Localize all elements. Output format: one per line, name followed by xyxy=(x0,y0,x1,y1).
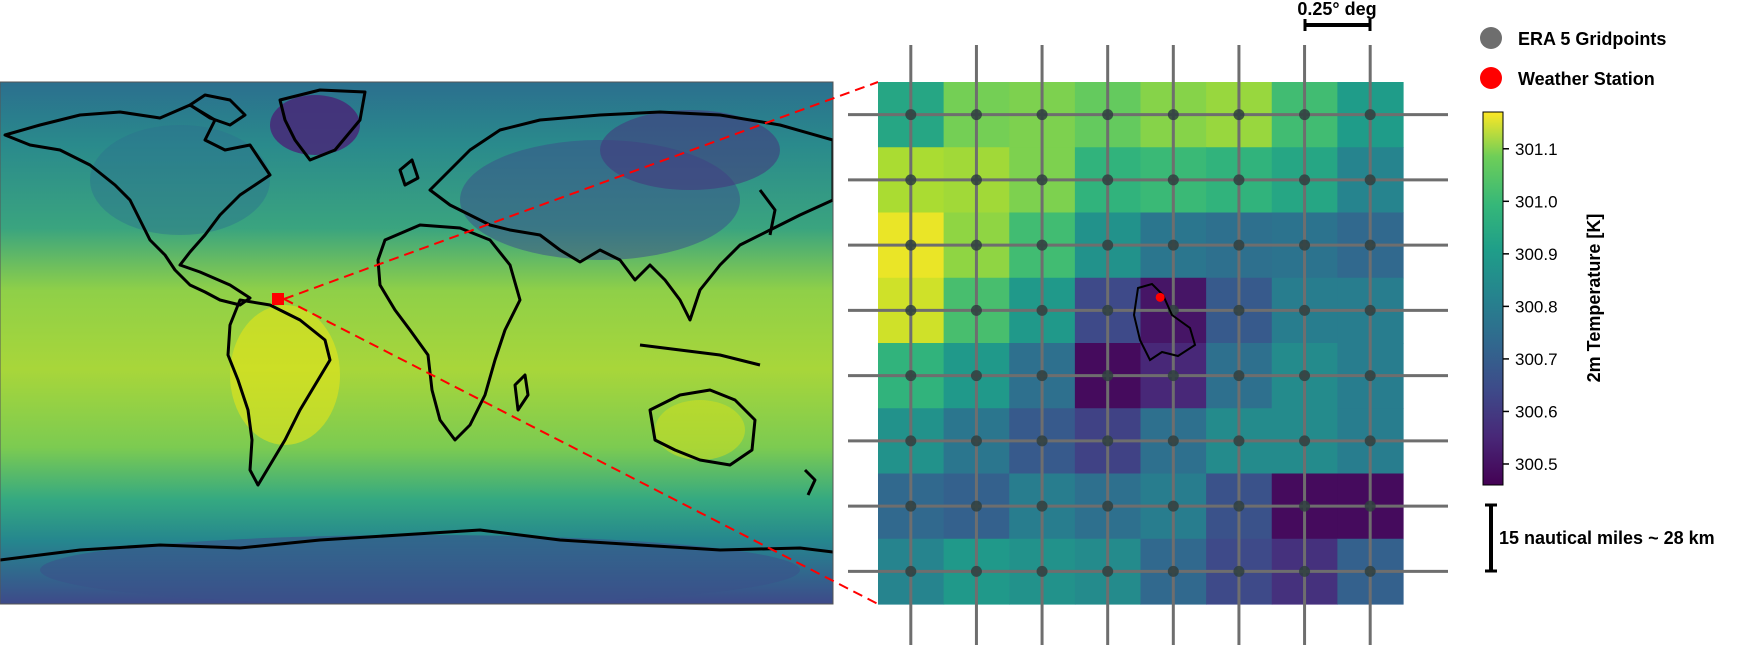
era5-gridpoint xyxy=(1364,174,1376,186)
era5-gridpoint xyxy=(1299,565,1311,577)
zoom-connector-top xyxy=(283,81,879,300)
era5-gridpoint xyxy=(1036,239,1048,251)
era5-gridpoint xyxy=(1102,239,1114,251)
legend-gridpoint-label: ERA 5 Gridpoints xyxy=(1518,29,1666,49)
colorbar-label: 2m Temperature [K] xyxy=(1584,214,1604,383)
era5-gridpoint xyxy=(1364,304,1376,316)
era5-gridpoint xyxy=(1036,304,1048,316)
australia-warm xyxy=(655,400,745,460)
era5-gridpoint xyxy=(1167,109,1179,121)
world-map xyxy=(0,82,833,604)
era5-gridpoint xyxy=(970,109,982,121)
colorbar-gradient xyxy=(1482,111,1504,486)
legend-station-marker xyxy=(1480,67,1502,89)
era5-gridpoint xyxy=(1233,174,1245,186)
era5-gridpoint xyxy=(1299,304,1311,316)
era5-gridpoint xyxy=(1299,109,1311,121)
era5-gridpoint xyxy=(1233,370,1245,382)
antarctica-cold xyxy=(40,535,800,604)
era5-gridpoint xyxy=(905,239,917,251)
era5-gridpoint xyxy=(1233,565,1245,577)
era5-gridpoint xyxy=(905,565,917,577)
greenland-cold xyxy=(270,95,360,155)
colorbar-tick-label: 300.7 xyxy=(1515,350,1558,369)
colorbar-ticks: 301.1 301.0 300.9 300.8 300.7 300.6 300.5 xyxy=(1503,140,1558,474)
era5-gridpoint xyxy=(1233,435,1245,447)
colorbar-tick-label: 301.1 xyxy=(1515,140,1558,159)
era5-gridpoint xyxy=(1167,370,1179,382)
coastlines xyxy=(0,88,833,562)
legend-gridpoint-marker xyxy=(1480,27,1502,49)
era5-gridpoint xyxy=(1299,174,1311,186)
era5-gridpoint xyxy=(1167,239,1179,251)
colorbar-tick-label: 300.8 xyxy=(1515,297,1558,316)
north-america-cool xyxy=(90,125,270,235)
era5-gridpoint xyxy=(1036,370,1048,382)
world-map-frame xyxy=(0,81,834,605)
era5-gridpoint xyxy=(1233,500,1245,512)
era5-gridpoint xyxy=(905,370,917,382)
degree-scale-label: 0.25° deg xyxy=(1297,0,1376,19)
era5-gridpoint xyxy=(1102,435,1114,447)
era5-gridpoint xyxy=(1364,370,1376,382)
degree-scale-bar: 0.25° deg xyxy=(1297,0,1377,31)
era5-gridpoint xyxy=(1102,500,1114,512)
era5-gridpoint xyxy=(1364,435,1376,447)
era5-gridpoint xyxy=(970,565,982,577)
era5-gridpoint xyxy=(970,239,982,251)
era5-gridpoint xyxy=(1036,435,1048,447)
era5-gridpoint xyxy=(1036,565,1048,577)
distance-scale-bar: 15 nautical miles ~ 28 km xyxy=(1485,503,1715,573)
era5-gridpoint xyxy=(1102,109,1114,121)
era5-gridpoint xyxy=(1036,174,1048,186)
era5-gridpoint xyxy=(905,174,917,186)
era5-gridpoint xyxy=(1299,239,1311,251)
era5-gridpoint xyxy=(1299,435,1311,447)
era5-gridpoint xyxy=(970,500,982,512)
era5-gridpoint xyxy=(1233,239,1245,251)
era5-gridpoint xyxy=(1036,500,1048,512)
era5-gridpoint xyxy=(905,435,917,447)
era5-gridpoint xyxy=(1167,435,1179,447)
era5-gridpoints xyxy=(905,109,1376,577)
colorbar-tick-label: 300.9 xyxy=(1515,245,1558,264)
era5-gridpoint xyxy=(1233,109,1245,121)
south-america-warm xyxy=(230,305,340,445)
colorbar-tick-label: 300.6 xyxy=(1515,402,1558,421)
era5-gridpoint xyxy=(905,304,917,316)
era5-gridpoint xyxy=(1167,500,1179,512)
era5-gridpoint xyxy=(1167,565,1179,577)
era5-gridpoint xyxy=(970,370,982,382)
era5-gridpoint xyxy=(905,500,917,512)
colorbar-tick-label: 300.5 xyxy=(1515,455,1558,474)
weather-station-point xyxy=(1155,292,1165,302)
era5-gridpoint xyxy=(1102,304,1114,316)
legend: ERA 5 Gridpoints Weather Station xyxy=(1480,27,1666,89)
era5-gridpoint xyxy=(1102,370,1114,382)
era5-gridpoint xyxy=(1364,109,1376,121)
era5-gridpoint xyxy=(1299,370,1311,382)
era5-gridpoint xyxy=(1364,500,1376,512)
era5-gridlines xyxy=(848,45,1448,645)
era5-gridpoint xyxy=(1364,565,1376,577)
era5-gridpoint xyxy=(1102,174,1114,186)
distance-scale-label: 15 nautical miles ~ 28 km xyxy=(1499,528,1715,548)
era5-gridpoint xyxy=(1364,239,1376,251)
era5-gridpoint xyxy=(1233,304,1245,316)
colorbar: 301.1 301.0 300.9 300.8 300.7 300.6 300.5 2m T… xyxy=(1482,111,1604,486)
legend-station-label: Weather Station xyxy=(1518,69,1655,89)
era5-gridpoint xyxy=(1036,109,1048,121)
era5-gridpoint xyxy=(905,109,917,121)
era5-gridpoint xyxy=(1102,565,1114,577)
era5-gridpoint xyxy=(970,435,982,447)
era5-gridpoint xyxy=(1167,174,1179,186)
era5-gridpoint xyxy=(970,174,982,186)
era5-gridpoint xyxy=(970,304,982,316)
zoom-location-marker xyxy=(272,293,284,305)
colorbar-tick-label: 301.0 xyxy=(1515,192,1558,211)
era5-gridpoint xyxy=(1299,500,1311,512)
